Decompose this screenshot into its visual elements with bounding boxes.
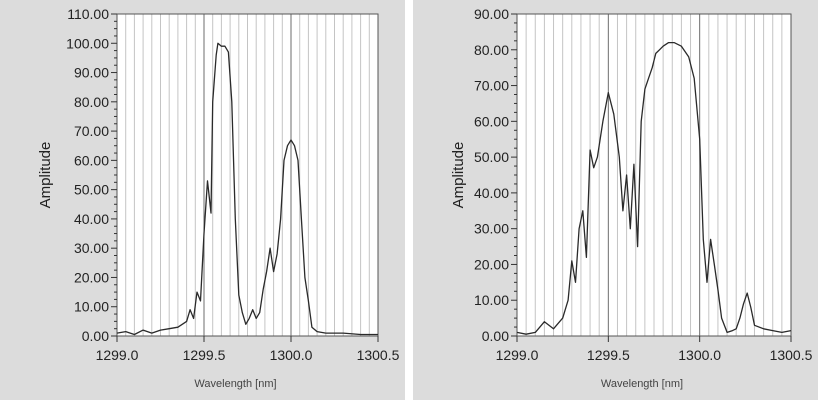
y-tick-label: 80.00: [474, 42, 509, 58]
y-tick-label: 20.00: [74, 269, 109, 285]
y-tick-label: 10.00: [474, 292, 509, 308]
y-tick-label: 60.00: [474, 113, 509, 129]
x-axis-title: Wavelength [nm]: [601, 378, 683, 390]
y-tick-label: 80.00: [74, 94, 109, 110]
y-tick-label: 30.00: [474, 221, 509, 237]
x-tick-label: 1299.0: [496, 347, 539, 363]
series-line: [116, 42, 378, 336]
y-tick-label: 110.00: [67, 6, 109, 22]
y-tick-label: 60.00: [74, 152, 109, 168]
chart-panel-left: 0.00 10.00 20.00 30.00 40.00 50.00 60.00 70.00 8…: [0, 0, 405, 400]
series-line: [516, 41, 792, 335]
x-tick-label: 1299.5: [183, 347, 226, 363]
y-axis-title: Amplitude: [450, 142, 467, 209]
y-tick-label: 90.00: [474, 6, 509, 22]
y-tick-label: 50.00: [474, 149, 509, 165]
amplitude-chart-right: 0.00 10.00 20.00 30.00 40.00 50.00 60.00 70.00 8…: [450, 6, 813, 390]
y-axis-title: Amplitude: [37, 142, 54, 209]
y-tick-label: 20.00: [474, 256, 509, 272]
y-tick-label: 0.00: [482, 328, 509, 344]
y-tick-label: 0.00: [82, 328, 109, 344]
x-tick-label: 1300.5: [770, 347, 813, 363]
y-tick-label: 40.00: [474, 185, 509, 201]
amplitude-chart-left: 0.00 10.00 20.00 30.00 40.00 50.00 60.00 70.00 8…: [37, 6, 400, 390]
y-tick-label: 100.00: [66, 35, 109, 51]
y-tick-label: 90.00: [74, 65, 109, 81]
y-tick-label: 30.00: [74, 240, 109, 256]
y-tick-label: 70.00: [74, 123, 109, 139]
x-tick-label: 1300.0: [270, 347, 313, 363]
x-tick-label: 1300.5: [357, 347, 400, 363]
y-tick-label: 70.00: [474, 78, 509, 94]
x-tick-label: 1299.0: [96, 347, 139, 363]
y-tick-label: 50.00: [74, 182, 109, 198]
y-tick-label: 10.00: [74, 299, 109, 315]
x-tick-label: 1299.5: [587, 347, 630, 363]
chart-panel-right: 0.00 10.00 20.00 30.00 40.00 50.00 60.00 70.00 8…: [413, 0, 818, 400]
x-axis-title: Wavelength [nm]: [194, 378, 276, 390]
y-tick-label: 40.00: [74, 211, 109, 227]
x-tick-label: 1300.0: [678, 347, 721, 363]
